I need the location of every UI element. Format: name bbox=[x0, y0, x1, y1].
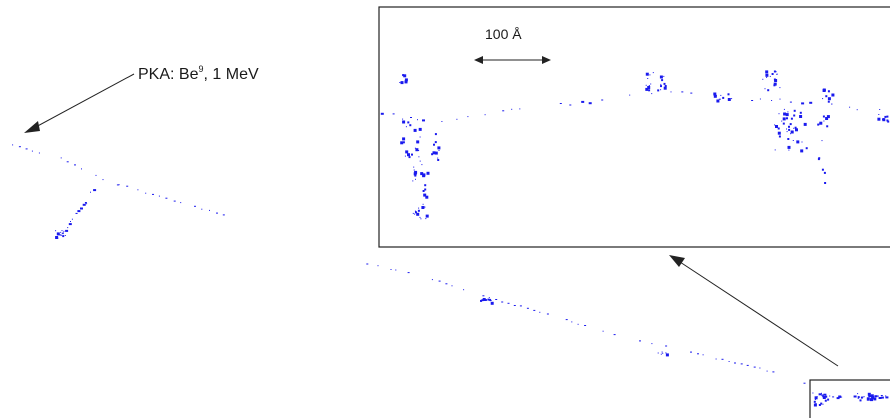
inset-panel: 100 Å bbox=[378, 6, 890, 248]
scale-bar-label: 100 Å bbox=[485, 26, 522, 42]
scale-bar bbox=[474, 56, 551, 64]
zoom-source-track bbox=[812, 392, 889, 407]
pka-label: PKA: Be9, 1 MeV bbox=[138, 64, 259, 83]
zoom-pointer-arrow bbox=[669, 255, 839, 367]
sub-cascade-branch bbox=[55, 184, 129, 239]
inset-cascade-track bbox=[380, 70, 890, 220]
inset-frame bbox=[378, 6, 890, 248]
zoom-source-box bbox=[809, 379, 890, 418]
pka-label-superscript: 9 bbox=[198, 64, 203, 74]
pka-label-prefix: PKA: Be bbox=[138, 66, 199, 83]
pka-pointer-arrow bbox=[24, 73, 135, 133]
pka-label-energy: , 1 MeV bbox=[204, 66, 259, 83]
main-cascade-track bbox=[12, 144, 806, 384]
